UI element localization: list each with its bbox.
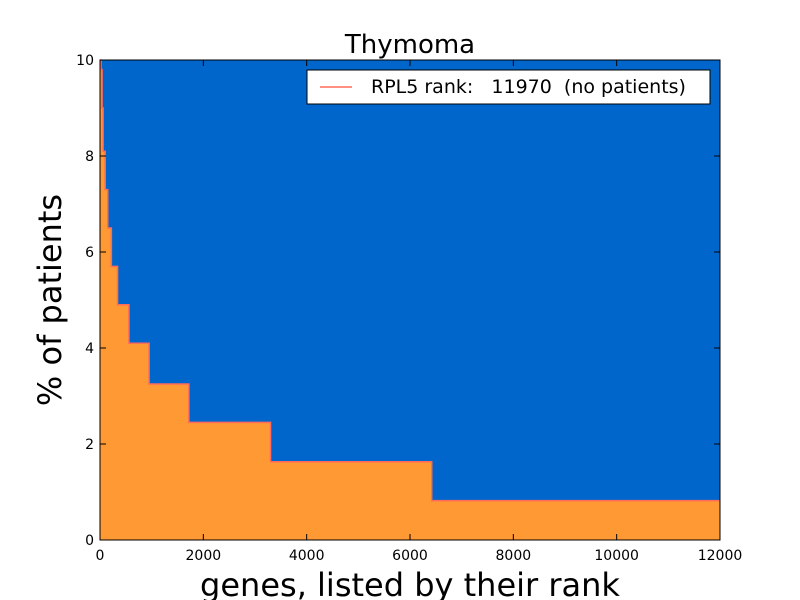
- y-tick-label: 0: [85, 533, 94, 549]
- x-tick-label: 0: [96, 548, 105, 564]
- y-tick-label: 2: [85, 437, 94, 453]
- y-axis: 0 2 4 6 8 10: [76, 53, 720, 549]
- chart-title: Thymoma: [344, 30, 475, 60]
- x-tick-label: 4000: [289, 548, 325, 564]
- x-tick-label: 2000: [186, 548, 222, 564]
- x-axis: 0 2000 4000 6000 8000 10000 12000: [96, 60, 743, 564]
- x-tick-label: 10000: [594, 548, 639, 564]
- x-tick-label: 12000: [698, 548, 743, 564]
- y-tick-label: 6: [85, 245, 94, 261]
- y-axis-title: % of patients: [31, 194, 69, 406]
- x-tick-label: 6000: [392, 548, 428, 564]
- y-tick-label: 8: [85, 149, 94, 165]
- filled-area: [100, 60, 720, 540]
- x-tick-label: 8000: [496, 548, 532, 564]
- legend-box: [306, 69, 711, 105]
- legend-label: RPL5 rank: 11970 (no patients): [371, 76, 686, 98]
- y-tick-label: 10: [76, 53, 94, 69]
- step-line: [100, 59, 720, 502]
- legend: RPL5 rank: 11970 (no patients): [306, 69, 711, 105]
- y-tick-label: 4: [85, 341, 94, 357]
- x-axis-title: genes, listed by their rank: [200, 566, 620, 600]
